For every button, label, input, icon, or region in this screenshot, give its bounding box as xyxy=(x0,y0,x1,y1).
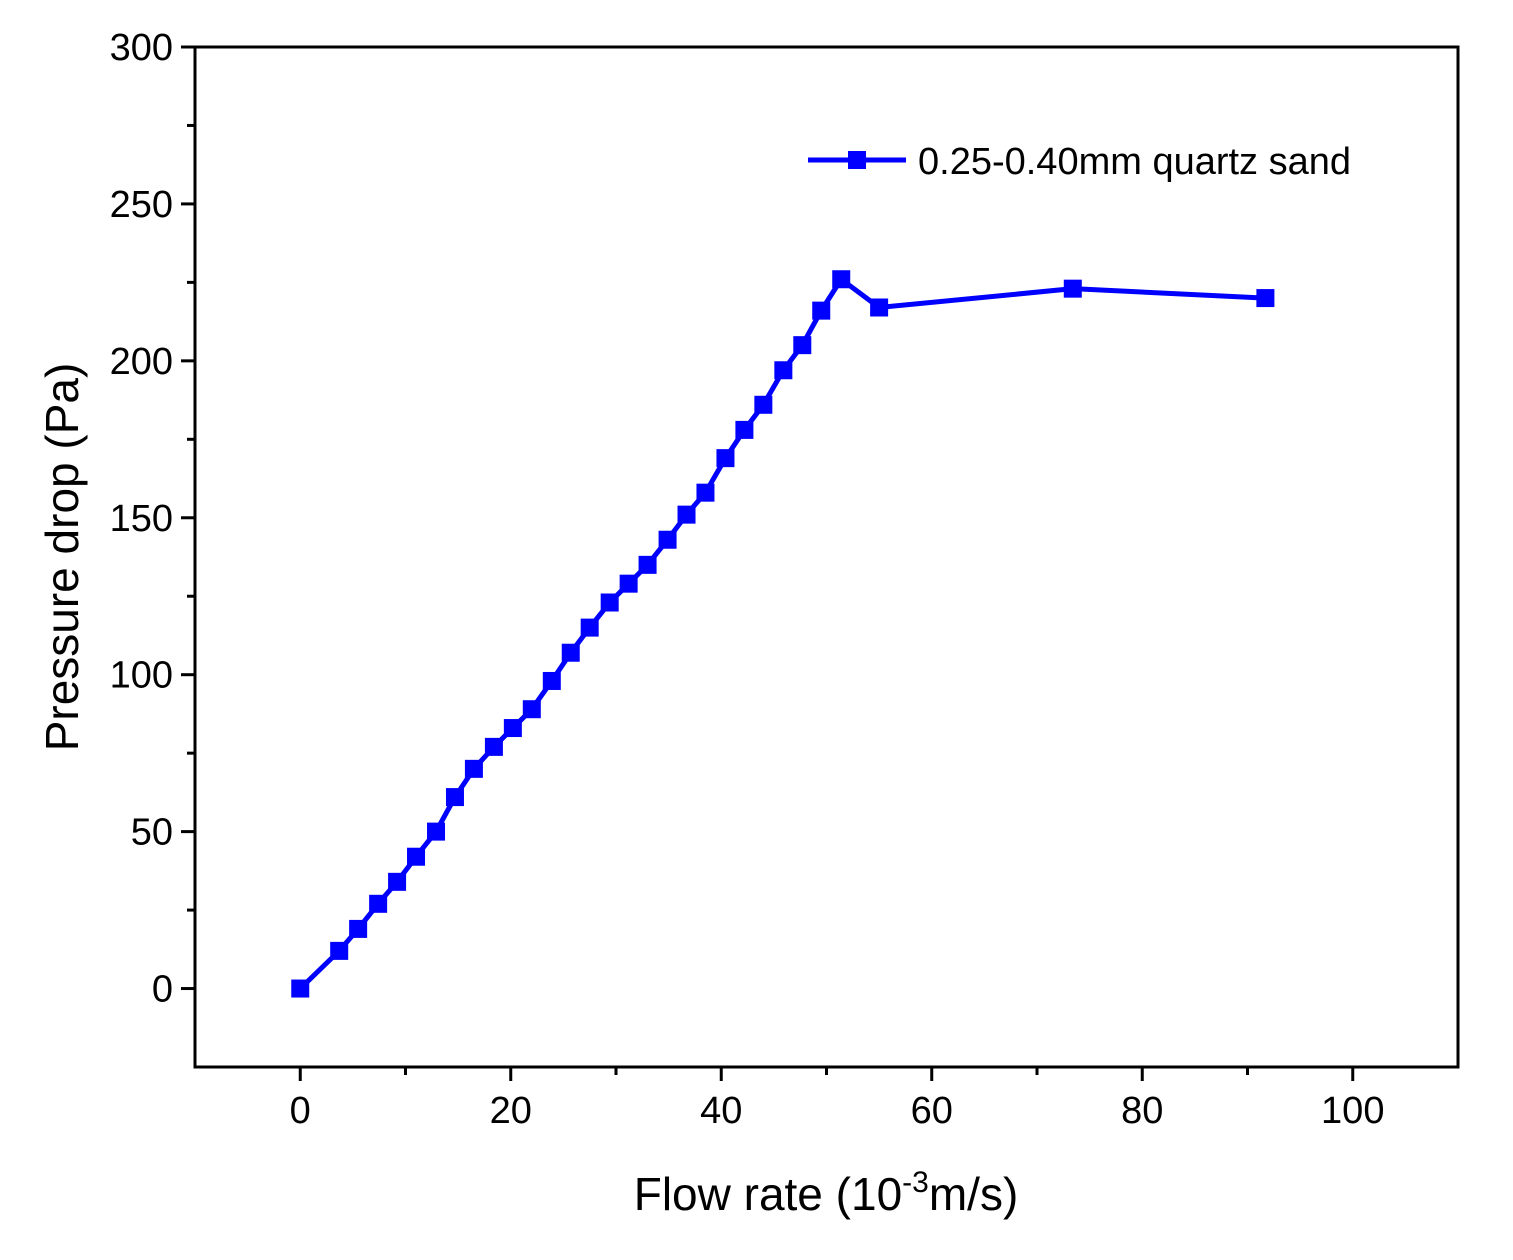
data-point-marker xyxy=(522,700,541,719)
legend: 0.25-0.40mm quartz sand xyxy=(808,141,1351,183)
x-tick-label: 0 xyxy=(290,1090,311,1132)
x-axis-ticks: 0 20 40 60 80 100 xyxy=(290,1067,1384,1132)
data-point-marker xyxy=(330,941,349,960)
data-point-marker xyxy=(542,671,561,690)
series-layer xyxy=(291,270,1275,998)
data-point-marker xyxy=(407,847,426,866)
data-point-marker xyxy=(774,361,793,380)
data-point-marker xyxy=(369,894,388,913)
legend-label: 0.25-0.40mm quartz sand xyxy=(918,141,1351,183)
data-point-marker xyxy=(793,336,812,355)
data-point-marker xyxy=(832,270,851,289)
x-tick-label: 60 xyxy=(911,1090,953,1132)
data-point-marker xyxy=(464,759,483,778)
legend-marker xyxy=(848,151,866,169)
x-tick-label: 20 xyxy=(490,1090,532,1132)
data-point-marker xyxy=(291,979,310,998)
y-tick-label: 100 xyxy=(110,655,173,697)
y-tick-label: 50 xyxy=(131,812,173,854)
data-point-marker xyxy=(754,395,773,414)
data-point-marker xyxy=(561,643,580,662)
data-point-marker xyxy=(580,618,599,637)
y-tick-label: 150 xyxy=(110,498,173,540)
x-tick-label: 100 xyxy=(1321,1090,1384,1132)
x-tick-label: 80 xyxy=(1121,1090,1163,1132)
data-point-marker xyxy=(677,505,696,524)
x-tick-label: 40 xyxy=(700,1090,742,1132)
data-point-marker xyxy=(1256,289,1275,308)
data-point-marker xyxy=(445,788,464,807)
y-tick-label: 0 xyxy=(152,969,173,1011)
data-point-marker xyxy=(1063,279,1082,298)
plot-frame xyxy=(193,45,1460,1069)
data-point-marker xyxy=(812,301,831,320)
data-point-marker xyxy=(503,719,522,738)
x-axis-title-tail: m/s) xyxy=(929,1168,1018,1220)
y-axis-title: Pressure drop (Pa) xyxy=(36,363,88,752)
data-point-marker xyxy=(735,420,754,439)
y-axis-ticks: 0 50 100 150 200 250 300 xyxy=(110,27,195,1011)
x-axis-title-main: Flow rate (10 xyxy=(634,1168,902,1220)
data-point-marker xyxy=(658,530,677,549)
series-line xyxy=(298,276,1266,991)
y-tick-label: 200 xyxy=(110,341,173,383)
data-point-marker xyxy=(638,555,657,574)
x-axis-title-superscript: -3 xyxy=(902,1166,929,1199)
data-point-marker xyxy=(870,298,889,317)
x-axis-title: Flow rate (10-3m/s) xyxy=(634,1166,1019,1220)
y-tick-label: 300 xyxy=(110,27,173,69)
data-point-marker xyxy=(619,574,638,593)
data-point-marker xyxy=(427,822,446,841)
data-point-marker xyxy=(388,872,407,891)
data-point-marker xyxy=(716,449,735,468)
data-point-marker xyxy=(696,483,715,502)
data-point-marker xyxy=(349,919,368,938)
data-point-marker xyxy=(484,737,503,756)
y-tick-label: 250 xyxy=(110,184,173,226)
data-point-marker xyxy=(600,593,619,612)
